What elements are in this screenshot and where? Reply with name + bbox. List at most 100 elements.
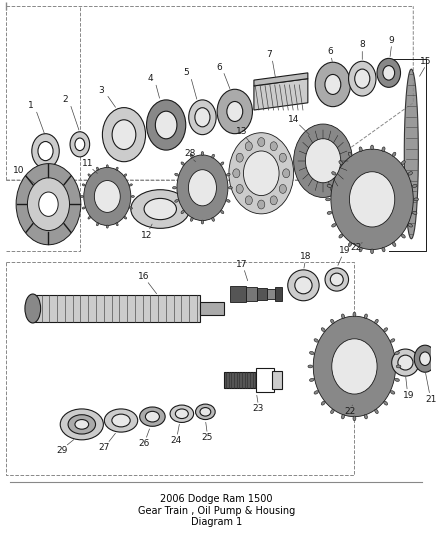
Ellipse shape — [129, 184, 132, 186]
Ellipse shape — [321, 401, 325, 405]
Ellipse shape — [189, 100, 216, 135]
Ellipse shape — [181, 211, 184, 214]
Ellipse shape — [383, 66, 395, 80]
Ellipse shape — [226, 199, 230, 202]
Ellipse shape — [325, 198, 330, 201]
FancyBboxPatch shape — [275, 287, 282, 301]
Ellipse shape — [350, 172, 395, 227]
Ellipse shape — [342, 414, 345, 419]
Ellipse shape — [177, 155, 228, 221]
Ellipse shape — [195, 108, 210, 127]
Ellipse shape — [227, 101, 243, 122]
Text: 2006 Dodge Ram 1500
Gear Train , Oil Pump & Housing
Diagram 1: 2006 Dodge Ram 1500 Gear Train , Oil Pum… — [138, 494, 295, 527]
Ellipse shape — [175, 409, 188, 418]
Ellipse shape — [124, 174, 127, 176]
Text: 4: 4 — [148, 74, 153, 83]
Ellipse shape — [391, 339, 395, 342]
Ellipse shape — [106, 165, 108, 168]
Text: 29: 29 — [57, 446, 68, 455]
Ellipse shape — [129, 207, 132, 209]
Ellipse shape — [375, 319, 378, 324]
Ellipse shape — [339, 160, 343, 165]
Ellipse shape — [201, 220, 204, 224]
Ellipse shape — [327, 211, 332, 214]
Ellipse shape — [332, 172, 336, 175]
Ellipse shape — [16, 164, 81, 245]
Ellipse shape — [181, 162, 184, 165]
Text: 3: 3 — [99, 86, 104, 95]
Ellipse shape — [112, 120, 136, 150]
Ellipse shape — [131, 190, 190, 228]
Ellipse shape — [201, 151, 204, 156]
Ellipse shape — [25, 294, 41, 323]
Ellipse shape — [245, 196, 252, 205]
Ellipse shape — [392, 242, 396, 246]
Ellipse shape — [38, 142, 53, 160]
Ellipse shape — [200, 408, 211, 416]
Ellipse shape — [279, 184, 286, 193]
Text: 15: 15 — [420, 56, 432, 66]
Text: 10: 10 — [13, 166, 25, 175]
Ellipse shape — [331, 409, 334, 414]
Ellipse shape — [233, 169, 240, 177]
Text: 26: 26 — [138, 439, 149, 448]
Ellipse shape — [155, 111, 177, 139]
Ellipse shape — [414, 345, 436, 372]
Ellipse shape — [221, 211, 224, 214]
Ellipse shape — [371, 249, 374, 254]
Ellipse shape — [32, 134, 59, 168]
Ellipse shape — [355, 69, 370, 88]
Ellipse shape — [94, 181, 120, 212]
Ellipse shape — [314, 391, 318, 394]
Ellipse shape — [102, 108, 145, 161]
Ellipse shape — [395, 378, 399, 382]
Text: 13: 13 — [236, 127, 247, 136]
Ellipse shape — [331, 319, 334, 324]
Ellipse shape — [145, 411, 159, 422]
Ellipse shape — [144, 198, 177, 220]
Ellipse shape — [315, 62, 350, 107]
Ellipse shape — [80, 196, 83, 197]
Polygon shape — [254, 73, 308, 86]
Ellipse shape — [401, 234, 405, 238]
Ellipse shape — [310, 378, 314, 382]
Text: 2: 2 — [62, 95, 68, 104]
FancyBboxPatch shape — [200, 302, 225, 315]
Ellipse shape — [325, 268, 349, 291]
Ellipse shape — [212, 154, 215, 158]
Text: 19: 19 — [339, 246, 350, 255]
FancyBboxPatch shape — [230, 286, 246, 302]
Ellipse shape — [212, 217, 215, 221]
Ellipse shape — [392, 349, 419, 376]
Ellipse shape — [382, 247, 385, 252]
Ellipse shape — [330, 273, 343, 286]
Ellipse shape — [270, 196, 277, 205]
Ellipse shape — [283, 169, 290, 177]
Ellipse shape — [68, 415, 95, 434]
Ellipse shape — [116, 223, 118, 226]
Ellipse shape — [236, 184, 243, 193]
Ellipse shape — [414, 198, 419, 201]
Ellipse shape — [173, 187, 177, 189]
Text: 28: 28 — [184, 149, 195, 158]
Ellipse shape — [75, 138, 85, 151]
Text: 19: 19 — [403, 391, 414, 400]
Ellipse shape — [384, 401, 388, 405]
Ellipse shape — [364, 314, 367, 319]
Ellipse shape — [112, 414, 130, 427]
Ellipse shape — [82, 207, 85, 209]
Ellipse shape — [325, 75, 341, 94]
Ellipse shape — [147, 100, 186, 150]
Text: 18: 18 — [300, 252, 311, 261]
Text: 6: 6 — [327, 47, 333, 56]
Text: 17: 17 — [236, 260, 247, 269]
Ellipse shape — [391, 391, 395, 394]
Ellipse shape — [327, 184, 332, 188]
Text: 27: 27 — [99, 443, 110, 452]
Ellipse shape — [75, 419, 88, 429]
Text: 12: 12 — [141, 231, 152, 240]
Ellipse shape — [396, 365, 401, 368]
Ellipse shape — [321, 328, 325, 332]
Ellipse shape — [382, 147, 385, 151]
Ellipse shape — [279, 153, 286, 162]
